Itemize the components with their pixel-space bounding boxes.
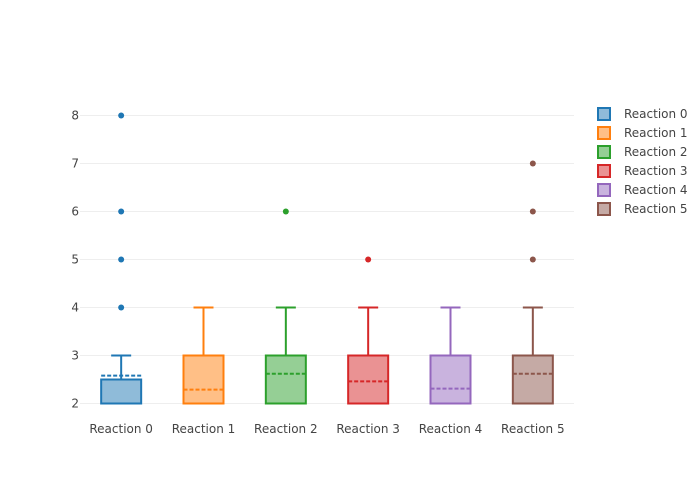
outlier-point [118, 256, 125, 263]
legend-item-4: Reaction 4 [597, 183, 688, 197]
x-tick-label: Reaction 3 [336, 422, 400, 436]
legend-swatch [597, 107, 611, 121]
legend-item-0: Reaction 0 [597, 107, 688, 121]
box-trace-2 [264, 208, 307, 405]
outlier-point [529, 160, 536, 167]
x-tick-label: Reaction 2 [254, 422, 318, 436]
outlier-point [118, 304, 125, 311]
legend-item-5: Reaction 5 [597, 202, 688, 216]
grid-lines [80, 115, 574, 404]
box-trace-3 [347, 256, 390, 405]
legend-item-1: Reaction 1 [597, 126, 688, 140]
x-tick-label: Reaction 1 [172, 422, 236, 436]
legend-label: Reaction 4 [624, 183, 688, 197]
y-tick-label: 8 [71, 109, 79, 123]
box-trace-0 [100, 112, 143, 405]
box-iqr [182, 354, 225, 405]
x-tick-label: Reaction 0 [89, 422, 153, 436]
legend-label: Reaction 0 [624, 107, 688, 121]
x-tick-label: Reaction 4 [419, 422, 483, 436]
legend: Reaction 0 Reaction 1 Reaction 2 Reaction 3… [597, 107, 688, 216]
legend-swatch [597, 183, 611, 197]
legend-item-3: Reaction 3 [597, 164, 688, 178]
legend-label: Reaction 2 [624, 145, 688, 159]
box-iqr [264, 354, 307, 405]
box-iqr [100, 378, 143, 405]
legend-item-2: Reaction 2 [597, 145, 688, 159]
y-tick-label: 7 [71, 157, 79, 171]
x-tick-label: Reaction 5 [501, 422, 565, 436]
legend-label: Reaction 1 [624, 126, 688, 140]
legend-label: Reaction 5 [624, 202, 688, 216]
x-axis-ticks: Reaction 0 Reaction 1 Reaction 2 Reaction 3… [89, 422, 564, 436]
outlier-point [529, 208, 536, 215]
y-axis-ticks: 2 3 4 5 6 7 8 [71, 109, 79, 411]
box-trace-1 [182, 306, 225, 405]
box-iqr [429, 354, 472, 405]
box-iqr [511, 354, 554, 405]
outlier-point [118, 112, 125, 119]
box-trace-5 [511, 160, 554, 405]
y-tick-label: 3 [71, 349, 79, 363]
legend-swatch [597, 145, 611, 159]
outlier-point [529, 256, 536, 263]
box-traces [100, 112, 554, 405]
outlier-point [365, 256, 372, 263]
outlier-point [282, 208, 289, 215]
legend-swatch [597, 202, 611, 216]
box-iqr [347, 354, 390, 405]
outlier-point [118, 208, 125, 215]
box-trace-4 [429, 306, 472, 405]
y-tick-label: 2 [71, 397, 79, 411]
y-tick-label: 4 [71, 301, 79, 315]
legend-swatch [597, 164, 611, 178]
y-tick-label: 5 [71, 253, 79, 267]
legend-label: Reaction 3 [624, 164, 688, 178]
legend-swatch [597, 126, 611, 140]
y-tick-label: 6 [71, 205, 79, 219]
